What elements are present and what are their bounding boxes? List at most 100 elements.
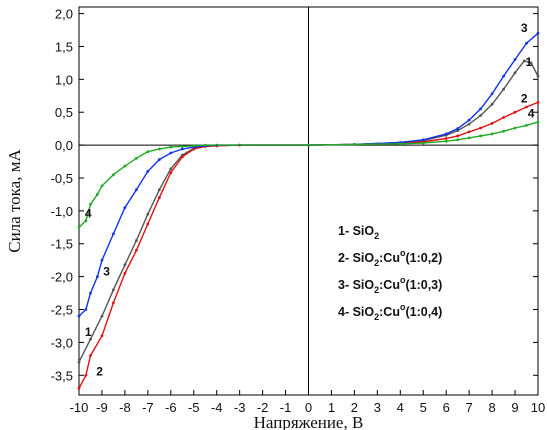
series-4-point: [123, 164, 127, 168]
series-2-point: [157, 196, 161, 200]
series-1-point: [100, 314, 104, 318]
series-3-point: [513, 58, 517, 61]
x-tick-label: -2: [257, 400, 269, 415]
x-tick-label: 1: [328, 400, 335, 415]
series-1-point: [502, 87, 505, 91]
series-4-point: [135, 156, 138, 160]
x-tick-label: -4: [211, 400, 223, 415]
x-tick-label: -5: [188, 400, 200, 415]
series-2-point: [112, 301, 115, 305]
curve-label-4: 4: [85, 206, 92, 220]
series-2-point: [77, 387, 81, 390]
series-4-point: [180, 145, 184, 148]
series-2-point: [467, 130, 471, 134]
series-3-point: [84, 308, 88, 311]
series-4-point: [112, 173, 115, 177]
y-tick-label: -3,0: [51, 335, 73, 350]
series-1-point: [536, 74, 540, 78]
series-2-point: [146, 222, 150, 226]
curve-label-2: 2: [521, 91, 528, 105]
series-4-point: [307, 143, 310, 147]
y-tick-label: -2,5: [51, 303, 73, 318]
series-4-point: [203, 143, 207, 147]
series-1-point: [157, 188, 161, 192]
curve-label-3: 3: [103, 264, 110, 278]
series-1-point: [467, 122, 471, 126]
x-axis-title: Напряжение, В: [254, 413, 364, 430]
series-4-point: [157, 147, 161, 151]
series-1-point: [490, 102, 494, 106]
x-tick-label: -7: [142, 400, 154, 415]
series-1-point: [522, 59, 526, 63]
series-3-point: [180, 147, 184, 151]
x-tick-label: 3: [374, 400, 381, 415]
series-4-point: [525, 124, 528, 127]
curve-label-2: 2: [96, 364, 103, 378]
series-4-point: [490, 132, 494, 136]
y-tick-label: 1,0: [55, 72, 73, 87]
y-tick-label: -1,0: [51, 204, 73, 219]
y-tick-label: -1,5: [51, 237, 73, 252]
series-3-point: [169, 151, 173, 155]
series-4-point: [502, 129, 505, 133]
curve-label-3: 3: [521, 21, 528, 35]
series-4-point: [421, 141, 425, 145]
series-2-point: [536, 101, 540, 104]
curve-label-4: 4: [528, 106, 535, 120]
y-axis-title: Сила тока, мА: [5, 149, 24, 253]
legend: 1- SiO2 2- SiO2:Cuo(1:0,2) 3- SiO2:Cuo(1:0…: [338, 224, 442, 322]
series-4-point: [456, 138, 460, 142]
series-2-point: [479, 126, 482, 130]
series-4-point: [192, 144, 196, 148]
series-2-point: [180, 155, 184, 159]
x-tick-label: 4: [397, 400, 404, 415]
series-2-point: [444, 137, 448, 140]
curve-labels-layer: 1 1 2 2 3 3 4 4: [85, 21, 535, 378]
series-2-point: [89, 354, 92, 357]
series-3-point: [135, 188, 138, 192]
series-2-point: [502, 116, 505, 119]
series-4-point: [100, 184, 104, 188]
series-4-point: [536, 120, 540, 124]
x-tick-label: 8: [488, 400, 495, 415]
series-4-point: [479, 134, 482, 138]
x-tick-label: -10: [70, 400, 89, 415]
series-4-point: [77, 225, 81, 229]
series-1-point: [77, 360, 81, 364]
series-3-point: [502, 74, 505, 78]
series-4-point: [353, 143, 356, 146]
y-tick-label: -2,0: [51, 270, 73, 285]
series-3-point: [77, 314, 81, 318]
series-1-point: [529, 61, 533, 65]
series-2-point: [490, 122, 494, 125]
ticks-layer: -10 -9 -8 -7 -6 -5 -4 -3 -2 -1 0 1 2 3 4 5 6 7 8 9 10-3,5-3,…: [51, 7, 546, 415]
series-3-point: [421, 138, 425, 142]
y-tick-label: 0,0: [55, 138, 73, 153]
x-tick-label: 9: [511, 400, 518, 415]
series-3-point: [96, 275, 99, 278]
x-tick-label: 5: [420, 400, 427, 415]
series-3-point: [467, 118, 471, 122]
series-4-point: [169, 145, 173, 149]
series-2-point: [169, 171, 173, 175]
series-3-point: [536, 31, 540, 35]
series-2-point: [513, 110, 517, 114]
x-tick-label: -3: [234, 400, 246, 415]
series-3-point: [89, 291, 92, 295]
series-2-point: [456, 134, 460, 138]
x-tick-label: 7: [466, 400, 473, 415]
series-1-point: [135, 239, 138, 242]
series-3-point: [444, 132, 448, 136]
series-2-point: [123, 271, 127, 275]
series-3-point: [100, 258, 104, 262]
series-3-point: [123, 206, 127, 210]
series-1-point: [89, 337, 92, 341]
x-tick-label: 2: [351, 400, 358, 415]
curve-label-1: 1: [525, 55, 532, 69]
series-3-point: [157, 158, 161, 162]
series-4-point: [513, 126, 517, 130]
legend-entry-3: 3- SiO2:Cuo(1:0,3): [338, 275, 442, 295]
x-tick-label: 6: [443, 400, 450, 415]
series-2-point: [525, 105, 528, 109]
